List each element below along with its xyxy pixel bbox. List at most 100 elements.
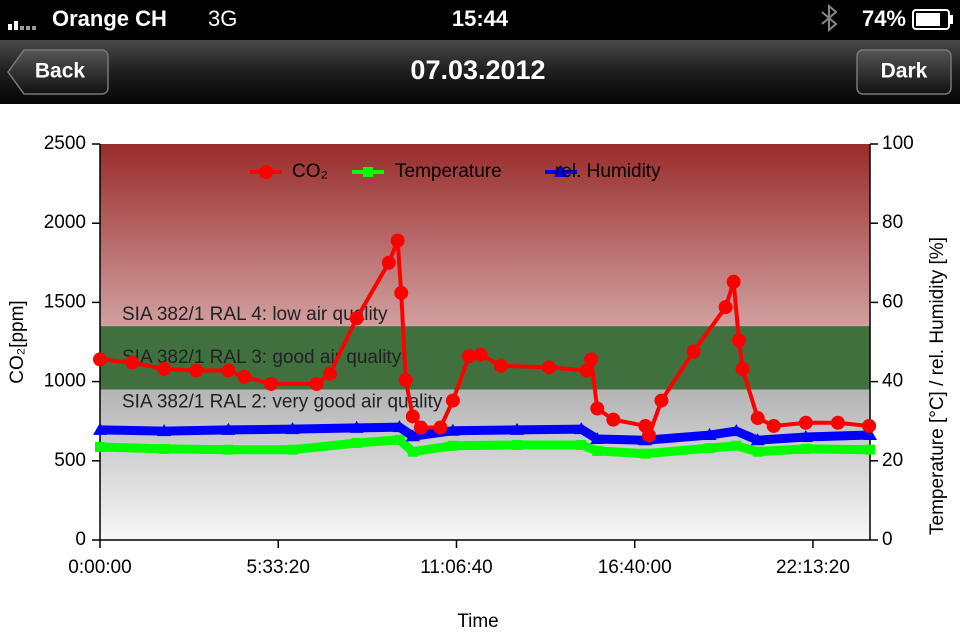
marker (542, 360, 557, 375)
marker (189, 363, 204, 378)
y-tick-label: 2500 (44, 133, 86, 154)
marker (590, 401, 605, 416)
marker (461, 349, 476, 364)
marker (726, 274, 741, 289)
signal-icon (8, 21, 36, 30)
marker (413, 420, 428, 435)
marker (750, 433, 765, 446)
dark-button[interactable]: Dark (856, 49, 952, 95)
marker (592, 445, 603, 456)
x-tick-label: 0:00:00 (68, 557, 131, 578)
marker (363, 167, 373, 177)
clock: 15:44 (452, 6, 509, 31)
marker (798, 430, 813, 443)
marker (702, 428, 717, 441)
y-tick-label: 1000 (44, 371, 86, 392)
marker (285, 422, 300, 435)
back-button[interactable]: Back (7, 49, 109, 95)
marker (349, 311, 364, 326)
band-shade (100, 389, 870, 540)
y-tick-label: 2000 (44, 212, 86, 233)
marker (445, 393, 460, 408)
marker (766, 418, 781, 433)
marker (574, 422, 589, 435)
marker (865, 444, 875, 455)
x-tick-label: 16:40:00 (598, 557, 672, 578)
marker (606, 412, 621, 427)
band-label: SIA 382/1 RAL 3: good air quality (122, 347, 402, 368)
marker (445, 423, 460, 436)
band-label: SIA 382/1 RAL 4: low air quality (122, 304, 388, 325)
marker (798, 415, 813, 430)
marker (473, 347, 488, 362)
y-axis-label: CO₂[ppm] (7, 300, 28, 383)
marker (640, 448, 651, 459)
marker (654, 393, 669, 408)
marker (221, 422, 236, 435)
chart: SIA 382/1 RAL 4: low air quality SIA 382/… (44, 133, 914, 578)
y2-axis-label: Temperature [°C] / rel. Humidity [%] (927, 237, 948, 535)
marker (349, 420, 364, 433)
marker (309, 376, 324, 391)
marker (398, 373, 413, 388)
marker (390, 233, 405, 248)
marker (800, 443, 811, 454)
marker (510, 422, 525, 435)
marker (750, 411, 765, 426)
marker (93, 352, 107, 367)
marker (405, 429, 420, 442)
marker (159, 443, 170, 454)
dark-label[interactable]: Dark (881, 60, 928, 83)
marker (407, 446, 418, 457)
marker (447, 440, 458, 451)
marker (686, 344, 701, 359)
marker (862, 418, 877, 433)
x-axis-label: Time (457, 611, 499, 632)
marker (221, 363, 236, 378)
marker (394, 285, 409, 300)
y-tick-label: 1500 (44, 291, 86, 312)
carrier: Orange CH (52, 6, 167, 31)
marker (554, 165, 568, 177)
marker (381, 255, 396, 270)
y2-tick-label: 0 (882, 529, 893, 550)
x-tick-label: 22:13:20 (776, 557, 850, 578)
marker (735, 361, 750, 376)
marker (641, 428, 656, 443)
marker (157, 424, 172, 437)
band-shade (100, 144, 870, 327)
marker (579, 363, 594, 378)
marker (512, 439, 523, 450)
battery-level: 74% (862, 6, 906, 31)
x-tick-label: 5:33:20 (247, 557, 310, 578)
status-bar (0, 0, 960, 40)
marker (392, 420, 407, 433)
y2-tick-label: 100 (882, 133, 914, 154)
marker (576, 439, 587, 450)
marker (351, 437, 362, 448)
marker (731, 440, 742, 451)
marker (704, 443, 715, 454)
marker (729, 424, 744, 437)
marker (95, 441, 105, 452)
marker (394, 434, 405, 445)
network: 3G (208, 6, 237, 31)
marker (718, 300, 733, 315)
marker (590, 432, 605, 445)
x-tick-label: 11:06:40 (420, 557, 493, 578)
marker (223, 444, 234, 455)
marker (494, 358, 509, 373)
y-tick-label: 0 (75, 529, 86, 550)
marker (863, 428, 877, 441)
y2-tick-label: 20 (882, 450, 903, 471)
back-label[interactable]: Back (35, 60, 86, 83)
marker (157, 361, 172, 376)
y2-tick-label: 40 (882, 371, 903, 392)
marker (287, 444, 298, 455)
legend-label: CO₂ (292, 161, 328, 182)
marker (405, 409, 420, 424)
y2-tick-label: 60 (882, 291, 903, 312)
marker (584, 352, 599, 367)
marker (237, 369, 252, 384)
